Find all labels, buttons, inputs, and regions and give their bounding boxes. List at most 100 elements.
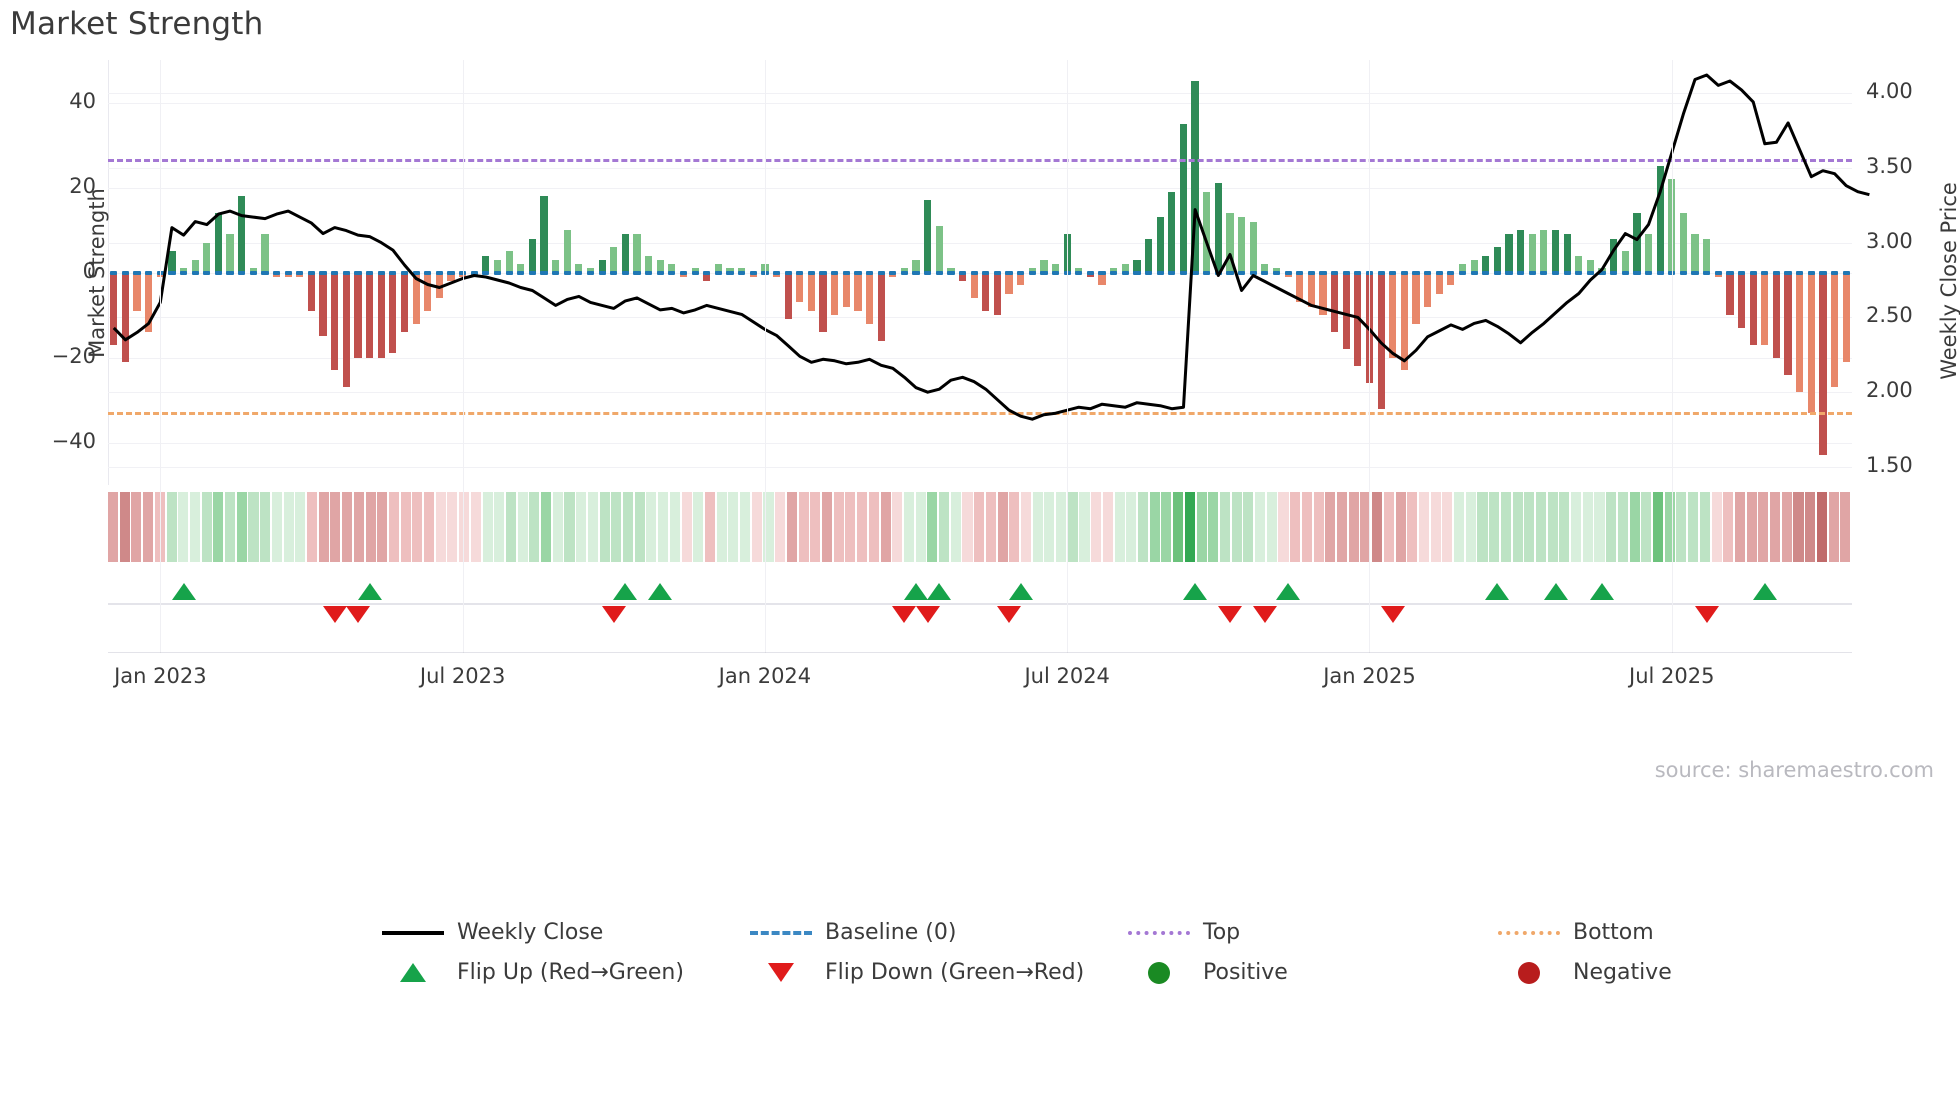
right-tick-label: 3.00 (1866, 228, 1913, 253)
legend-item[interactable]: Negative (1498, 960, 1672, 985)
baseline-dash (1656, 270, 1664, 275)
heat-strip-cell (1454, 492, 1465, 562)
strength-bar (831, 272, 839, 315)
strength-bar (598, 259, 606, 273)
heat-strip-cell (892, 492, 903, 562)
gridline (108, 467, 1852, 469)
baseline-dash (1435, 270, 1443, 275)
legend-item[interactable]: Top (1128, 920, 1240, 945)
heat-strip-cell (1629, 492, 1640, 562)
heat-strip-cell (1676, 492, 1687, 562)
baseline-dash (1272, 270, 1281, 275)
right-tick-label: 1.50 (1866, 453, 1913, 478)
strength-bar (1470, 259, 1478, 273)
heat-strip-cell (1243, 492, 1254, 562)
heat-strip-cell (1442, 492, 1453, 562)
heat-strip-cell (1711, 492, 1722, 562)
legend-item[interactable]: Positive (1128, 960, 1288, 985)
strength-bar (307, 272, 316, 311)
strength-bar (1703, 238, 1711, 273)
baseline-dash (1447, 270, 1455, 275)
heat-strip-cell (1617, 492, 1628, 562)
baseline-dash (1737, 270, 1746, 275)
right-tick-label: 3.50 (1866, 153, 1913, 178)
heat-strip-cell (1606, 492, 1617, 562)
strength-bar (1784, 272, 1792, 375)
baseline-dash (145, 270, 153, 275)
x-gridline (1369, 60, 1371, 652)
legend-label: Positive (1203, 960, 1288, 985)
strength-bar (1540, 230, 1548, 273)
baseline-dash (1528, 270, 1536, 275)
strength-bar (168, 251, 176, 273)
legend-item[interactable]: Weekly Close (382, 920, 603, 945)
gridline (108, 272, 1852, 274)
legend-label: Flip Up (Red→Green) (457, 960, 684, 985)
strength-bar (505, 251, 513, 273)
strength-bar (528, 238, 536, 273)
heat-strip-cell (1266, 492, 1277, 562)
baseline-dash (1493, 270, 1501, 275)
market-strength-bars (108, 60, 1852, 485)
heat-strip-cell (1149, 492, 1160, 562)
strength-bar (1086, 272, 1095, 277)
heat-strip-cell (1840, 492, 1851, 562)
baseline-dash (586, 270, 595, 275)
legend-item[interactable]: Baseline (0) (750, 920, 956, 945)
heat-strip-cell (1418, 492, 1429, 562)
strength-bar (1075, 268, 1083, 273)
strength-bar (121, 272, 130, 362)
baseline-dash (900, 270, 909, 275)
right-axis-label: Weekly Close Price (1937, 182, 1960, 380)
strength-bar (924, 200, 932, 273)
heat-strip-cell (1512, 492, 1523, 562)
strength-bar (1179, 123, 1188, 273)
baseline-dash (400, 270, 409, 275)
baseline-dash (133, 270, 141, 275)
strength-bar (1656, 166, 1664, 273)
heat-strip-cell (1734, 492, 1745, 562)
heat-strip-cell (833, 492, 844, 562)
heat-strip-cell (1816, 492, 1827, 562)
x-tick-label: Jul 2024 (1024, 664, 1110, 688)
baseline-dash (1482, 270, 1490, 275)
baseline-dash (1668, 270, 1676, 275)
heat-strip-cell (1571, 492, 1582, 562)
strength-bar (714, 264, 722, 273)
strength-bar (1098, 272, 1106, 286)
triangle-down-red-icon (750, 962, 812, 984)
baseline-dash (656, 270, 664, 275)
heat-strip-cell (482, 492, 493, 562)
strength-bar (1819, 272, 1827, 456)
strength-bar (982, 272, 990, 311)
strength-bar (993, 272, 1002, 315)
strength-bar (1389, 272, 1397, 358)
heat-strip-cell (1032, 492, 1043, 562)
heat-strip-cell (1079, 492, 1090, 562)
strength-bar (738, 268, 746, 273)
legend-label: Baseline (0) (825, 920, 957, 945)
heat-strip-cell (1348, 492, 1359, 562)
baseline-dash (389, 270, 397, 275)
heat-strip-cell (1582, 492, 1593, 562)
flip-up-marker (648, 583, 673, 600)
baseline-dash (1517, 270, 1525, 275)
strength-bar (854, 272, 862, 311)
strength-bar (1528, 234, 1536, 273)
heat-strip-cell (704, 492, 715, 562)
flip-down-marker (892, 606, 917, 623)
legend-item[interactable]: Flip Up (Red→Green) (382, 960, 684, 985)
strength-bar (389, 272, 397, 354)
flip-up-marker (357, 583, 382, 600)
heat-strip-cell (283, 492, 294, 562)
heat-strip-cell (505, 492, 517, 562)
baseline-dash (470, 270, 478, 275)
strength-bar (261, 234, 269, 273)
baseline-dash (272, 270, 281, 275)
baseline-dash (203, 270, 211, 275)
strength-bar (226, 234, 234, 273)
legend-item[interactable]: Bottom (1498, 920, 1654, 945)
legend-item[interactable]: Flip Down (Green→Red) (750, 960, 1084, 985)
baseline-dash (1226, 270, 1234, 275)
baseline-dash (1458, 270, 1467, 275)
